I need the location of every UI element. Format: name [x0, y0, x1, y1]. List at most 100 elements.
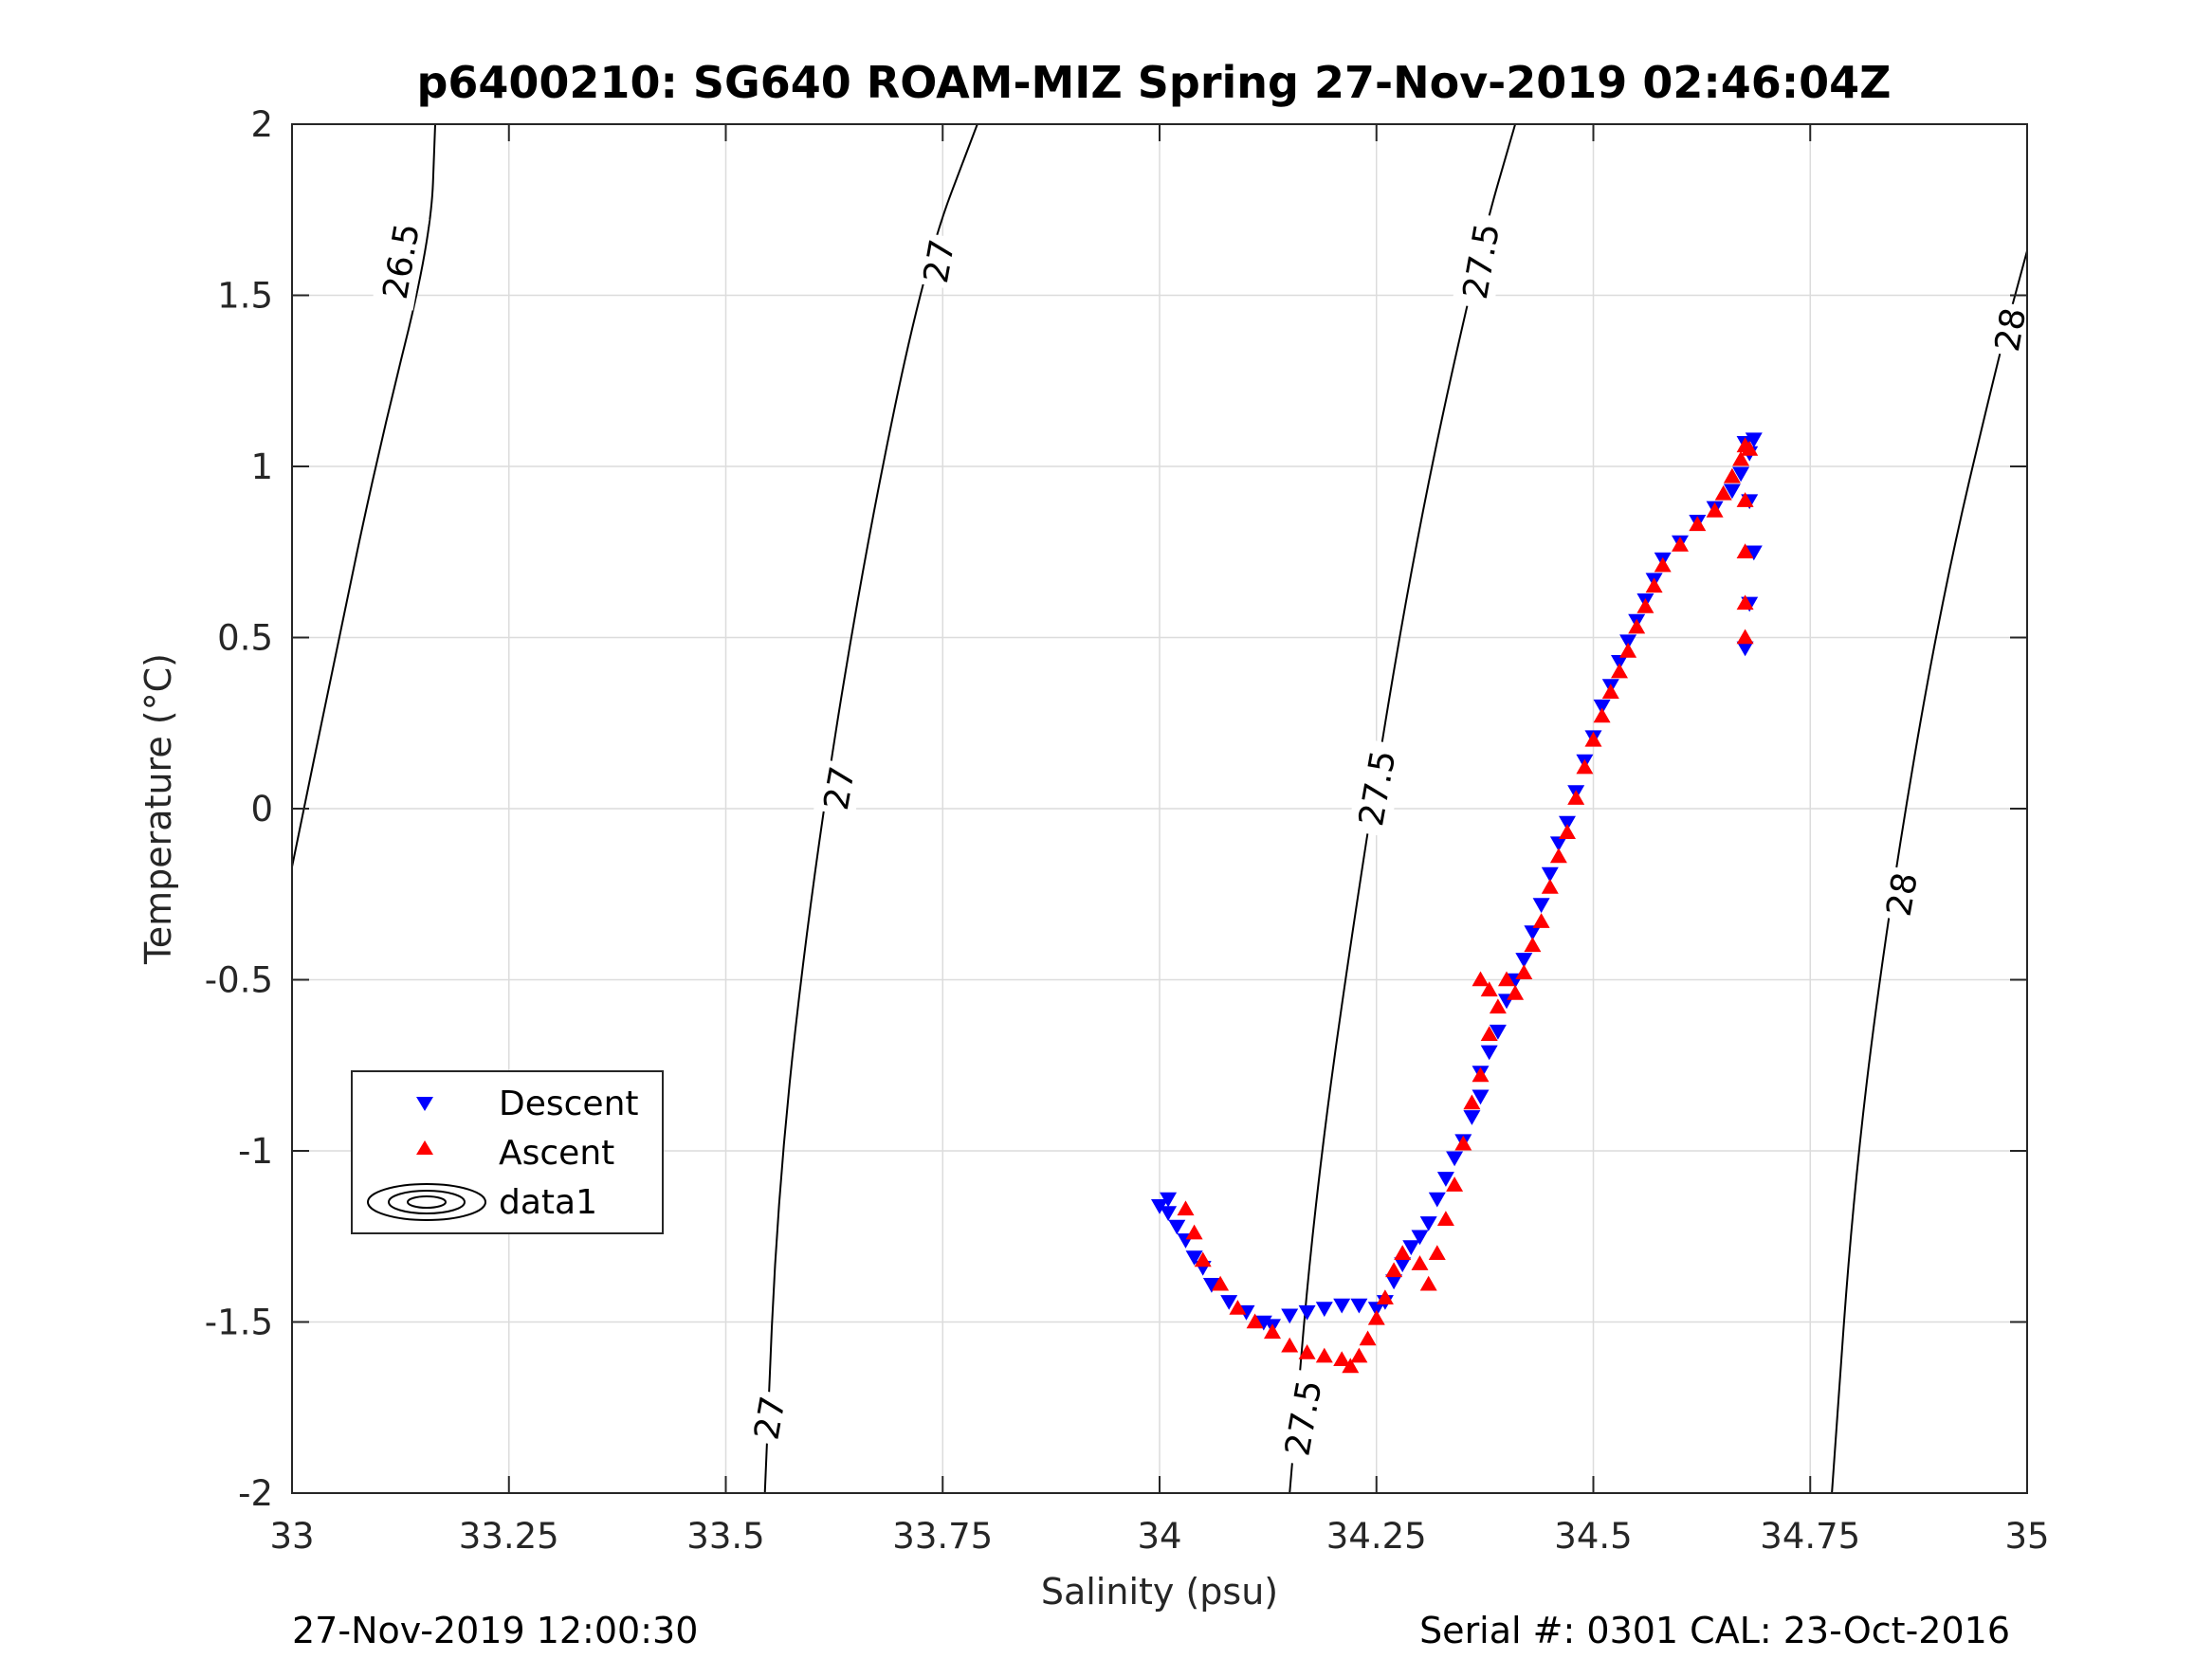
grid-lines: [292, 124, 2027, 1493]
ascent-point: [1367, 1309, 1385, 1325]
ascent-point: [1601, 684, 1619, 699]
descent-point: [1419, 1216, 1437, 1231]
descent-point: [1436, 1172, 1454, 1187]
x-axis-label: Salinity (psu): [1041, 1571, 1278, 1613]
ascent-point: [1436, 1211, 1454, 1226]
x-tick-label: 33.25: [459, 1516, 559, 1557]
ascent-point: [1736, 492, 1754, 507]
contour-label: 27: [913, 231, 964, 290]
ascent-point: [1333, 1351, 1351, 1366]
contour-label: 26.5: [372, 211, 430, 311]
descent-point: [1619, 634, 1637, 650]
ascent-point: [1732, 450, 1750, 466]
ascent-point: [1359, 1330, 1377, 1346]
descent-point: [1524, 925, 1542, 940]
descent-point: [1385, 1274, 1403, 1290]
descent-point: [1446, 1151, 1464, 1167]
descent-point: [1220, 1295, 1238, 1310]
y-tick-label: -0.5: [205, 960, 273, 1001]
y-tick-label: 0: [250, 789, 273, 830]
density-contour-26.5: [291, 123, 436, 867]
ascent-point: [1472, 1066, 1490, 1083]
x-tick-label: 34: [1137, 1516, 1181, 1557]
ascent-point: [1723, 467, 1741, 483]
x-tick-label: 33: [269, 1516, 314, 1557]
ascent-point: [1567, 790, 1585, 805]
descent-point: [1463, 1110, 1481, 1125]
legend-contour-icon: [367, 1183, 486, 1221]
y-axis-label: Temperature (°C): [137, 653, 179, 965]
ascent-point: [1672, 537, 1689, 552]
descent-point: [1745, 545, 1763, 561]
x-axis-ticks: 33 33.25 33.5 33.75 34 34.25 34.5 34.75 35: [269, 124, 2050, 1557]
descent-point: [1151, 1199, 1168, 1214]
x-tick-label: 34.5: [1554, 1516, 1632, 1557]
descent-point: [1160, 1206, 1178, 1221]
contour-label-bg: [1452, 211, 1509, 311]
ascent-point: [1741, 440, 1759, 456]
ascent-point: [1736, 594, 1754, 611]
contour-label: 28: [1875, 865, 1927, 923]
ascent-point: [1628, 618, 1646, 634]
ascent-point: [1736, 629, 1754, 645]
ascent-point: [1636, 598, 1654, 613]
descent-point: [1402, 1240, 1420, 1256]
ascent-point: [1515, 964, 1533, 979]
contour-label-bg: [372, 211, 430, 311]
ascent-point: [1489, 998, 1507, 1014]
ascent-point: [1185, 1224, 1203, 1240]
y-tick-label: 0.5: [217, 618, 273, 659]
contour-label-bg: [1984, 301, 2036, 359]
ascent-point: [1584, 731, 1602, 747]
descent-point: [1168, 1219, 1186, 1235]
descent-point: [1480, 1045, 1498, 1061]
y-tick-label: -1: [238, 1131, 273, 1172]
descent-point: [1472, 1089, 1490, 1105]
descent-point: [1350, 1298, 1368, 1314]
descent-point: [1428, 1192, 1446, 1208]
ascent-point: [1541, 879, 1559, 894]
ascent-point: [1298, 1344, 1316, 1359]
descent-point: [1723, 483, 1741, 500]
contour-label-bg: [743, 1389, 795, 1448]
descent-point: [1541, 866, 1559, 883]
chart-title: p6400210: SG640 ROAM-MIZ Spring 27-Nov-2…: [416, 57, 1891, 108]
ascent-point: [1394, 1245, 1412, 1260]
descent-point: [1736, 641, 1754, 657]
ascent-point: [1281, 1337, 1299, 1353]
ascent-point: [1472, 971, 1490, 987]
legend-box: [351, 1070, 664, 1234]
descent-point: [1611, 655, 1628, 670]
footer-timestamp: 27-Nov-2019 12:00:30: [292, 1610, 698, 1651]
ascent-point: [1446, 1176, 1464, 1192]
legend-descent-label: Descent: [499, 1085, 639, 1123]
descent-point: [1281, 1308, 1299, 1324]
descent-point: [1732, 466, 1750, 483]
descent-point: [1549, 836, 1567, 852]
descent-point: [1298, 1304, 1316, 1321]
x-tick-label: 33.5: [686, 1516, 764, 1557]
ascent-point: [1611, 663, 1628, 679]
ascent-point: [1507, 984, 1525, 1000]
descent-point: [1333, 1298, 1351, 1314]
ascent-point: [1480, 1026, 1498, 1041]
x-tick-label: 33.75: [892, 1516, 993, 1557]
ascent-point: [1532, 913, 1550, 928]
density-contour-27: [763, 123, 978, 1494]
descent-point: [1185, 1250, 1203, 1266]
ascent-point: [1376, 1289, 1394, 1304]
y-tick-label: -1.5: [205, 1303, 273, 1343]
ascent-point: [1549, 848, 1567, 864]
contour-label: 27: [743, 1389, 795, 1448]
legend-ascent-label: Ascent: [499, 1134, 614, 1173]
ascent-point: [1246, 1313, 1264, 1329]
footer-serial-cal: Serial #: 0301 CAL: 23-Oct-2016: [1419, 1610, 2010, 1651]
contour-label-text: 28: [1880, 869, 1926, 919]
ascent-point: [1714, 484, 1732, 501]
ascent-series: [1177, 437, 1759, 1374]
contour-label-bg: [1347, 738, 1405, 838]
ascent-point: [1706, 501, 1724, 518]
